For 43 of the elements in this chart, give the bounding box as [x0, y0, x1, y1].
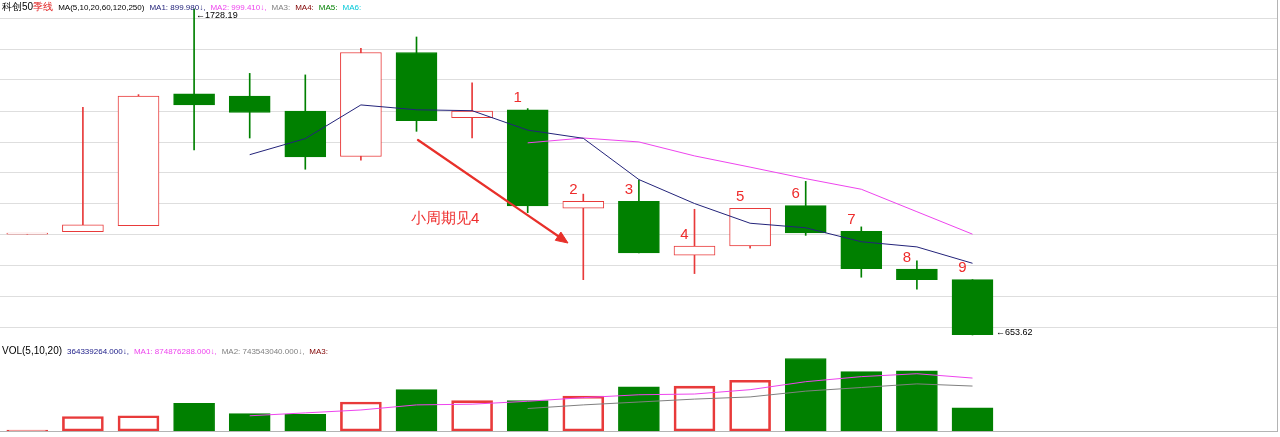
bar [896, 370, 938, 431]
text: 9 [958, 258, 967, 276]
annotation: 小周期见4 [411, 209, 480, 228]
candlestick [228, 73, 271, 139]
text: MA1: 899.980↓, [149, 3, 206, 12]
candlestick [62, 107, 104, 233]
text: 6 [791, 184, 800, 202]
bar [173, 403, 215, 431]
bar [284, 414, 327, 431]
bar [840, 371, 883, 431]
candlestick [618, 179, 660, 254]
candlestick [284, 74, 327, 170]
bar [784, 358, 827, 431]
legend-label: MA6: [342, 3, 362, 12]
bar [618, 386, 660, 431]
candlestick [840, 226, 883, 278]
legend-label: MA3: [271, 3, 291, 12]
bar [506, 400, 549, 431]
legend-title: MA(5,10,20,60,120,250) [58, 3, 145, 12]
text: MA2: 743543040.000↓, [221, 347, 305, 356]
annotation: ←653.62 [996, 327, 1033, 338]
text: 5 [735, 187, 745, 205]
legend-label: MA4: [295, 3, 314, 12]
bar [951, 407, 994, 431]
text: 4 [680, 224, 689, 242]
legend-label: MA5: [318, 3, 338, 12]
text: 7 [847, 210, 856, 228]
text: 2 [569, 180, 578, 198]
chart-title: VOL(5,10,20) [2, 345, 63, 356]
text: 1 [513, 88, 522, 106]
candlestick [896, 260, 938, 290]
text: MA2: 999.410↓, [210, 3, 267, 12]
bar [395, 389, 438, 431]
text: 3 [624, 180, 634, 198]
chart-subtitle: 季线 [33, 0, 54, 14]
bar [228, 413, 271, 431]
text: MA1: 874876288.000↓, [133, 347, 217, 356]
candlestick [506, 108, 549, 213]
text: 8 [902, 247, 912, 265]
chart-subtitle: 364339264.000↓, [67, 347, 129, 356]
candlestick [784, 181, 827, 236]
legend-label: MA3: [309, 347, 329, 356]
chart-title: 科创50 [2, 0, 34, 14]
